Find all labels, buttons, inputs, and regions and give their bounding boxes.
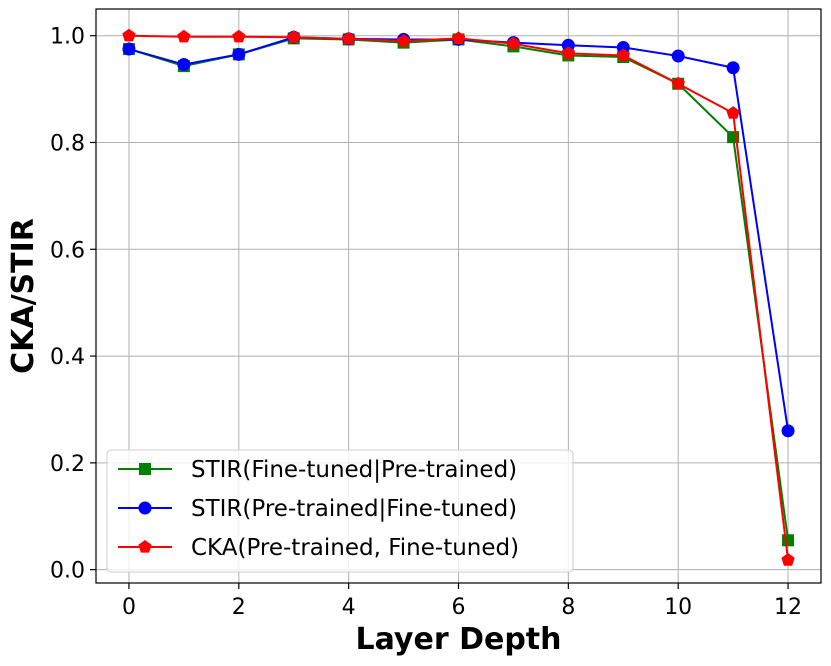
- data-point-stir-pt-ft: [781, 424, 795, 438]
- x-tick-label: 8: [561, 595, 575, 620]
- y-tick-label: 0.6: [50, 238, 85, 263]
- legend-label: CKA(Pre-trained, Fine-tuned): [191, 535, 519, 561]
- y-tick-label: 0.8: [50, 131, 85, 156]
- x-tick-label: 2: [232, 595, 246, 620]
- data-point-stir-pt-ft: [122, 42, 136, 56]
- data-point-cka: [671, 76, 685, 90]
- data-point-stir-pt-ft: [616, 40, 630, 54]
- data-point-stir-pt-ft: [561, 38, 575, 52]
- data-point-cka: [396, 34, 411, 47]
- data-point-stir-ft-pt: [782, 534, 795, 547]
- x-tick-label: 0: [122, 595, 136, 620]
- data-point-stir-pt-ft: [726, 61, 740, 75]
- data-point-cka: [287, 30, 301, 43]
- axis-ticks: 0 2 4 6 8 10 12 0.0 0.2 0.4 0.6 0.8 1.0: [50, 25, 802, 620]
- y-tick-label: 0.4: [50, 345, 85, 370]
- data-point-cka: [726, 106, 740, 119]
- data-point-cka: [561, 46, 576, 59]
- y-axis-title: CKA/STIR: [6, 218, 41, 374]
- y-tick-label: 0.0: [50, 559, 85, 584]
- x-axis-title: Layer Depth: [355, 622, 561, 657]
- data-point-cka: [232, 29, 246, 43]
- legend-item-cka: CKA(Pre-trained, Fine-tuned): [118, 535, 519, 561]
- legend-marker: [138, 540, 152, 553]
- y-tick-label: 0.2: [50, 452, 85, 477]
- legend-label: STIR(Pre-trained|Fine-tuned): [191, 496, 517, 522]
- legend-label: STIR(Fine-tuned|Pre-trained): [191, 457, 517, 483]
- x-tick-label: 4: [342, 595, 356, 620]
- data-point-cka: [781, 553, 795, 566]
- data-point-cka: [451, 31, 466, 45]
- data-point-stir-pt-ft: [232, 47, 246, 61]
- legend-marker: [139, 463, 151, 475]
- data-point-cka: [122, 28, 136, 42]
- series-group: [122, 28, 795, 566]
- data-point-cka: [616, 48, 630, 62]
- data-point-stir-pt-ft: [671, 49, 685, 63]
- x-tick-label: 10: [664, 595, 692, 620]
- data-point-cka: [341, 31, 356, 45]
- x-tick-label: 12: [774, 595, 802, 620]
- data-point-cka: [177, 29, 191, 43]
- series-cka: [122, 28, 795, 566]
- x-tick-label: 6: [452, 595, 466, 620]
- y-tick-label: 1.0: [50, 25, 85, 50]
- legend-box: [106, 449, 574, 573]
- legend-item-stir-ft-pt: STIR(Fine-tuned|Pre-trained): [118, 457, 517, 483]
- legend-item-stir-pt-ft: STIR(Pre-trained|Fine-tuned): [118, 496, 517, 522]
- legend-marker: [138, 501, 152, 515]
- legend: STIR(Fine-tuned|Pre-trained) STIR(Pre-tra…: [106, 449, 574, 573]
- data-point-cka: [506, 36, 521, 50]
- data-point-stir-pt-ft: [177, 58, 191, 72]
